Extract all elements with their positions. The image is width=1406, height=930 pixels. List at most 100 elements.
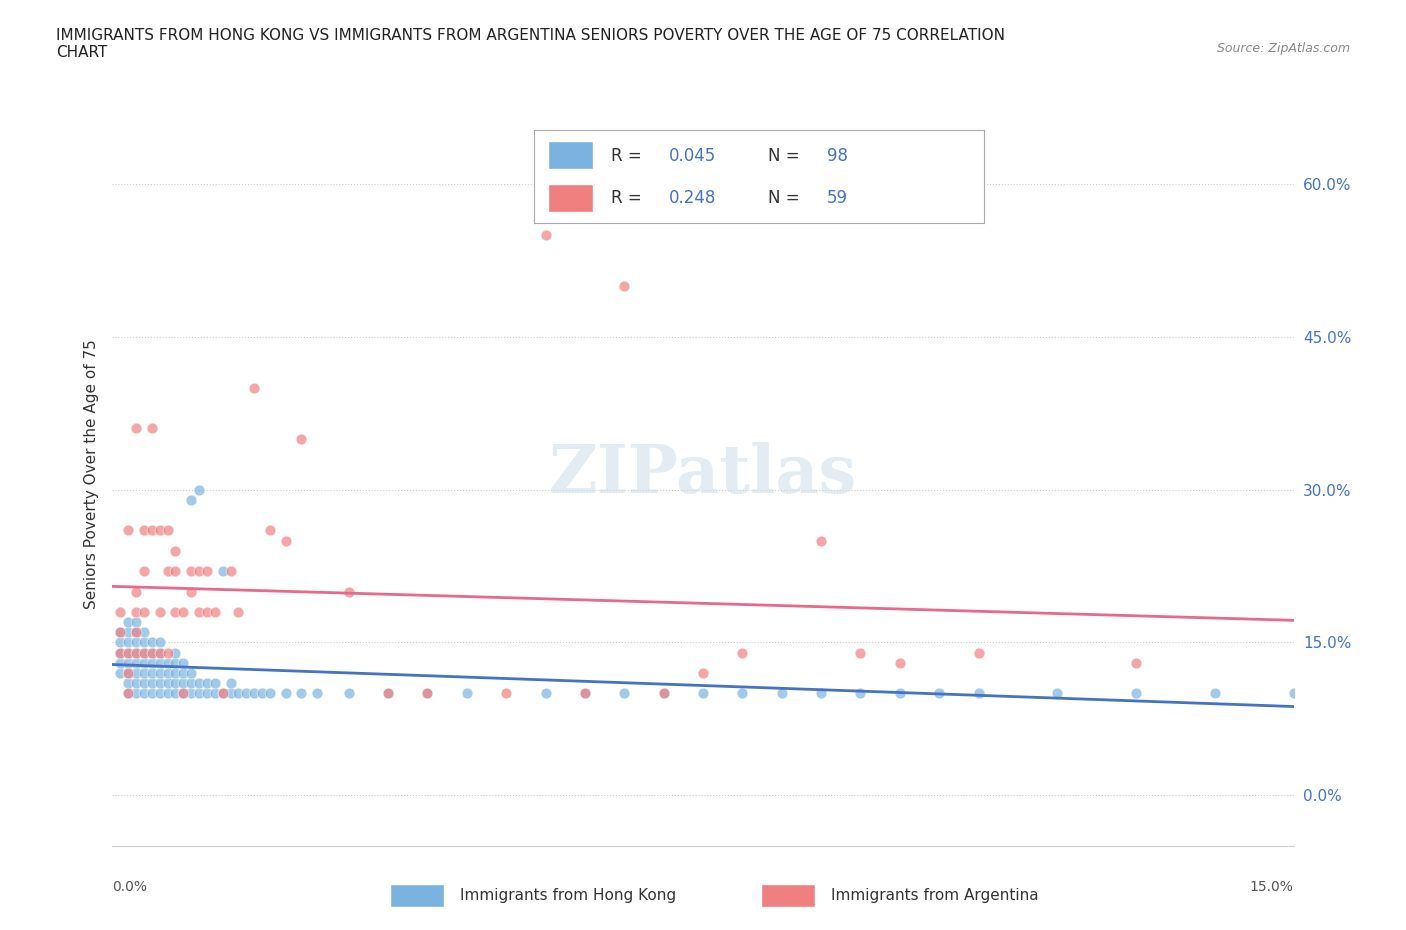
Point	[274, 686, 297, 701]
Point	[132, 656, 155, 671]
Point	[156, 564, 179, 578]
Point	[125, 645, 148, 660]
Text: IMMIGRANTS FROM HONG KONG VS IMMIGRANTS FROM ARGENTINA SENIORS POVERTY OVER THE : IMMIGRANTS FROM HONG KONG VS IMMIGRANTS …	[56, 28, 1005, 60]
Point	[195, 564, 218, 578]
Point	[165, 564, 187, 578]
Point	[337, 686, 360, 701]
Point	[770, 686, 793, 701]
Point	[235, 686, 257, 701]
Point	[117, 666, 139, 681]
Point	[211, 686, 233, 701]
Point	[141, 686, 163, 701]
Point	[110, 625, 132, 640]
Point	[180, 492, 202, 507]
Point	[172, 686, 194, 701]
Point	[149, 523, 172, 538]
Point	[149, 645, 172, 660]
Point	[219, 686, 242, 701]
Text: Source: ZipAtlas.com: Source: ZipAtlas.com	[1216, 42, 1350, 55]
Point	[1125, 656, 1147, 671]
Point	[810, 686, 832, 701]
Text: 59: 59	[827, 189, 848, 207]
Point	[132, 676, 155, 691]
Point	[117, 625, 139, 640]
Point	[613, 278, 636, 293]
Point	[141, 645, 163, 660]
Point	[188, 482, 211, 497]
Point	[849, 645, 872, 660]
Point	[731, 686, 754, 701]
Point	[416, 686, 439, 701]
Text: 0.045: 0.045	[669, 147, 717, 166]
Point	[180, 584, 202, 599]
Point	[156, 686, 179, 701]
Point	[180, 676, 202, 691]
Point	[117, 615, 139, 630]
Point	[274, 533, 297, 548]
Point	[967, 645, 990, 660]
Point	[165, 676, 187, 691]
Point	[141, 676, 163, 691]
Point	[172, 656, 194, 671]
Point	[534, 686, 557, 701]
Point	[1361, 686, 1384, 701]
Point	[125, 666, 148, 681]
Point	[204, 604, 226, 619]
Point	[967, 686, 990, 701]
Point	[195, 676, 218, 691]
Point	[117, 635, 139, 650]
Point	[377, 686, 399, 701]
Point	[165, 604, 187, 619]
Point	[156, 656, 179, 671]
Point	[149, 645, 172, 660]
Point	[211, 686, 233, 701]
Point	[110, 656, 132, 671]
Point	[110, 604, 132, 619]
Text: 0.0%: 0.0%	[112, 880, 148, 894]
Text: N =: N =	[768, 147, 806, 166]
Point	[149, 604, 172, 619]
Point	[125, 421, 148, 436]
Point	[125, 584, 148, 599]
Point	[110, 635, 132, 650]
Point	[149, 666, 172, 681]
Point	[188, 676, 211, 691]
Point	[117, 666, 139, 681]
Point	[172, 604, 194, 619]
Point	[132, 635, 155, 650]
Point	[534, 227, 557, 242]
Point	[613, 686, 636, 701]
Point	[456, 686, 478, 701]
Point	[110, 666, 132, 681]
Point	[149, 676, 172, 691]
Point	[149, 686, 172, 701]
Point	[188, 564, 211, 578]
Point	[1282, 686, 1305, 701]
Point	[117, 656, 139, 671]
Point	[810, 533, 832, 548]
Point	[117, 686, 139, 701]
Point	[307, 686, 329, 701]
Point	[125, 656, 148, 671]
Point	[156, 666, 179, 681]
Point	[204, 686, 226, 701]
FancyBboxPatch shape	[548, 141, 593, 169]
Point	[172, 676, 194, 691]
Point	[117, 686, 139, 701]
Point	[156, 676, 179, 691]
Text: 98: 98	[827, 147, 848, 166]
Point	[141, 421, 163, 436]
Point	[195, 604, 218, 619]
Point	[1322, 686, 1344, 701]
Point	[141, 635, 163, 650]
Point	[125, 615, 148, 630]
Point	[132, 523, 155, 538]
Text: Immigrants from Hong Kong: Immigrants from Hong Kong	[460, 887, 676, 903]
Point	[165, 666, 187, 681]
Point	[125, 625, 148, 640]
Point	[125, 676, 148, 691]
Point	[243, 380, 266, 395]
Point	[1204, 686, 1226, 701]
Y-axis label: Seniors Poverty Over the Age of 75: Seniors Poverty Over the Age of 75	[83, 339, 98, 609]
Point	[692, 666, 714, 681]
